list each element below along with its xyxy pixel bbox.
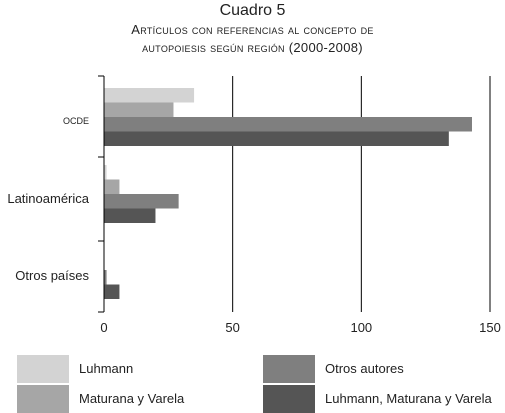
bar <box>104 194 179 209</box>
x-tick-label: 150 <box>479 320 501 335</box>
category-label: Otros países <box>15 268 89 283</box>
legend-label: Otros autores <box>325 361 404 376</box>
bar <box>104 179 120 194</box>
chart-subtitle-line-2: autopoiesis según región (2000-2008) <box>142 40 363 55</box>
legend-swatch <box>17 385 69 413</box>
chart-subtitle-line-1: Artículos con referencias al concepto de <box>131 22 374 37</box>
chart-title: Cuadro 5 <box>219 2 286 19</box>
legend-label: Luhmann <box>79 361 134 376</box>
bar <box>104 270 107 285</box>
bar <box>104 88 195 103</box>
bar <box>104 102 174 117</box>
x-tick-label: 100 <box>350 320 372 335</box>
bar-chart: OCDE Latinoamérica Otros países 0 50 100 150 <box>7 75 501 335</box>
category-label: Latinoamérica <box>7 191 89 206</box>
legend-swatch <box>17 355 69 383</box>
legend-swatch <box>263 355 315 383</box>
bar <box>104 284 120 299</box>
x-tick-label: 0 <box>100 320 107 335</box>
category-label: OCDE <box>63 116 89 126</box>
bar <box>104 131 449 146</box>
x-tick-label: 50 <box>225 320 239 335</box>
bar <box>104 117 472 132</box>
legend-label: Luhmann, Maturana y Varela <box>325 391 492 406</box>
bar <box>104 165 107 180</box>
bar <box>104 208 156 223</box>
legend-label: Maturana y Varela <box>79 391 185 406</box>
legend-swatch <box>263 385 315 413</box>
